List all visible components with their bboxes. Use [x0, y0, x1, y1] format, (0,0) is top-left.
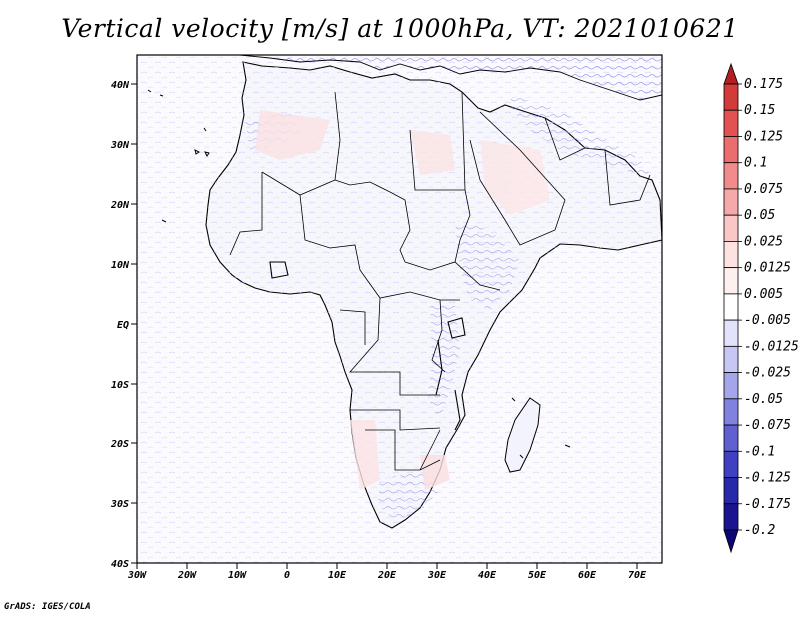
- colorbar-swatch: [723, 214, 739, 242]
- madagascar: [504, 397, 541, 473]
- colorbar-swatch: [723, 188, 739, 216]
- lat-label-40n: 40N: [111, 80, 130, 91]
- colorbar-label: -0.1: [744, 444, 775, 459]
- colorbar-label: 0.005: [744, 287, 783, 302]
- colorbar-swatch: [723, 319, 739, 347]
- lat-label-20n: 20N: [110, 200, 130, 211]
- colorbar-label: -0.025: [744, 366, 791, 381]
- colorbar-label: -0.2: [744, 523, 775, 538]
- lon-label-0: 0: [284, 570, 290, 581]
- colorbar-swatch: [723, 529, 739, 554]
- colorbar-label: 0.0125: [744, 261, 791, 276]
- colorbar-swatch: [723, 450, 739, 478]
- colorbar-swatch: [723, 109, 739, 137]
- map-plot-area: [137, 55, 662, 563]
- colorbar-swatch: [723, 136, 739, 164]
- colorbar-swatch: [723, 424, 739, 452]
- latitude-axis: 40N 30N 20N 10N EQ 10S 20S 30S 40S: [110, 80, 137, 570]
- chart-title: Vertical velocity [m/s] at 1000hPa, VT: …: [61, 14, 739, 43]
- islands: [147, 89, 571, 459]
- lat-label-10n: 10N: [111, 260, 130, 271]
- lat-label-30s: 30S: [110, 499, 129, 510]
- lon-label-20e: 20E: [377, 570, 397, 581]
- colorbar-swatch: [723, 62, 739, 85]
- colorbar-swatch: [723, 162, 739, 190]
- country-borders: [229, 91, 651, 471]
- lat-label-20s: 20S: [110, 439, 129, 450]
- lon-label-60e: 60E: [578, 570, 597, 581]
- lon-label-70e: 70E: [628, 570, 647, 581]
- colorbar-label: -0.175: [744, 497, 791, 512]
- colorbar-label: -0.05: [744, 392, 783, 407]
- colorbar-label: -0.075: [744, 418, 791, 433]
- lat-label-eq: EQ: [117, 320, 129, 331]
- plot-frame: [136, 54, 663, 564]
- colorbar-label: 0.125: [744, 129, 783, 144]
- longitude-axis: 30W 20W 10W 0 10E 20E 30E 40E 50E 60E 70…: [127, 563, 647, 581]
- lon-label-10e: 10E: [328, 570, 347, 581]
- colorbar-swatch: [723, 293, 739, 321]
- lat-label-40s: 40S: [111, 559, 129, 570]
- lon-label-20w: 20W: [177, 570, 197, 581]
- colorbar-swatch: [723, 503, 739, 531]
- europe-landmass: [239, 55, 662, 101]
- colorbar-label: -0.0125: [744, 339, 799, 354]
- colorbar: 0.175 0.15 0.125 0.1 0.075 0.05 0.025 0.0125 0.0…: [723, 62, 799, 554]
- colorbar-swatch: [723, 372, 739, 400]
- colorbar-swatch: [723, 241, 739, 269]
- lon-label-10w: 10W: [228, 570, 247, 581]
- colorbar-label: 0.175: [744, 77, 783, 92]
- colorbar-label: -0.125: [744, 471, 791, 486]
- lon-label-30e: 30E: [427, 570, 447, 581]
- footer-credit: GrADS: IGES/COLA: [4, 602, 91, 612]
- colorbar-swatch: [723, 477, 739, 505]
- lon-label-40e: 40E: [478, 570, 497, 581]
- lon-label-30w: 30W: [127, 570, 147, 581]
- colorbar-label: 0.15: [744, 103, 775, 118]
- lakes: [269, 261, 466, 431]
- descent-regions: [255, 110, 550, 490]
- colorbar-label: 0.1: [744, 156, 767, 171]
- colorbar-swatch: [723, 83, 739, 111]
- colorbar-label: -0.005: [744, 313, 791, 328]
- colorbar-label: 0.075: [744, 182, 783, 197]
- colorbar-swatch: [723, 398, 739, 426]
- colorbar-swatch: [723, 345, 739, 373]
- colorbar-label: 0.025: [744, 234, 783, 249]
- lon-label-50e: 50E: [528, 570, 547, 581]
- lat-label-10s: 10S: [111, 380, 129, 391]
- colorbar-label: 0.05: [744, 208, 775, 223]
- lat-label-30n: 30N: [110, 140, 130, 151]
- colorbar-swatch: [723, 267, 739, 295]
